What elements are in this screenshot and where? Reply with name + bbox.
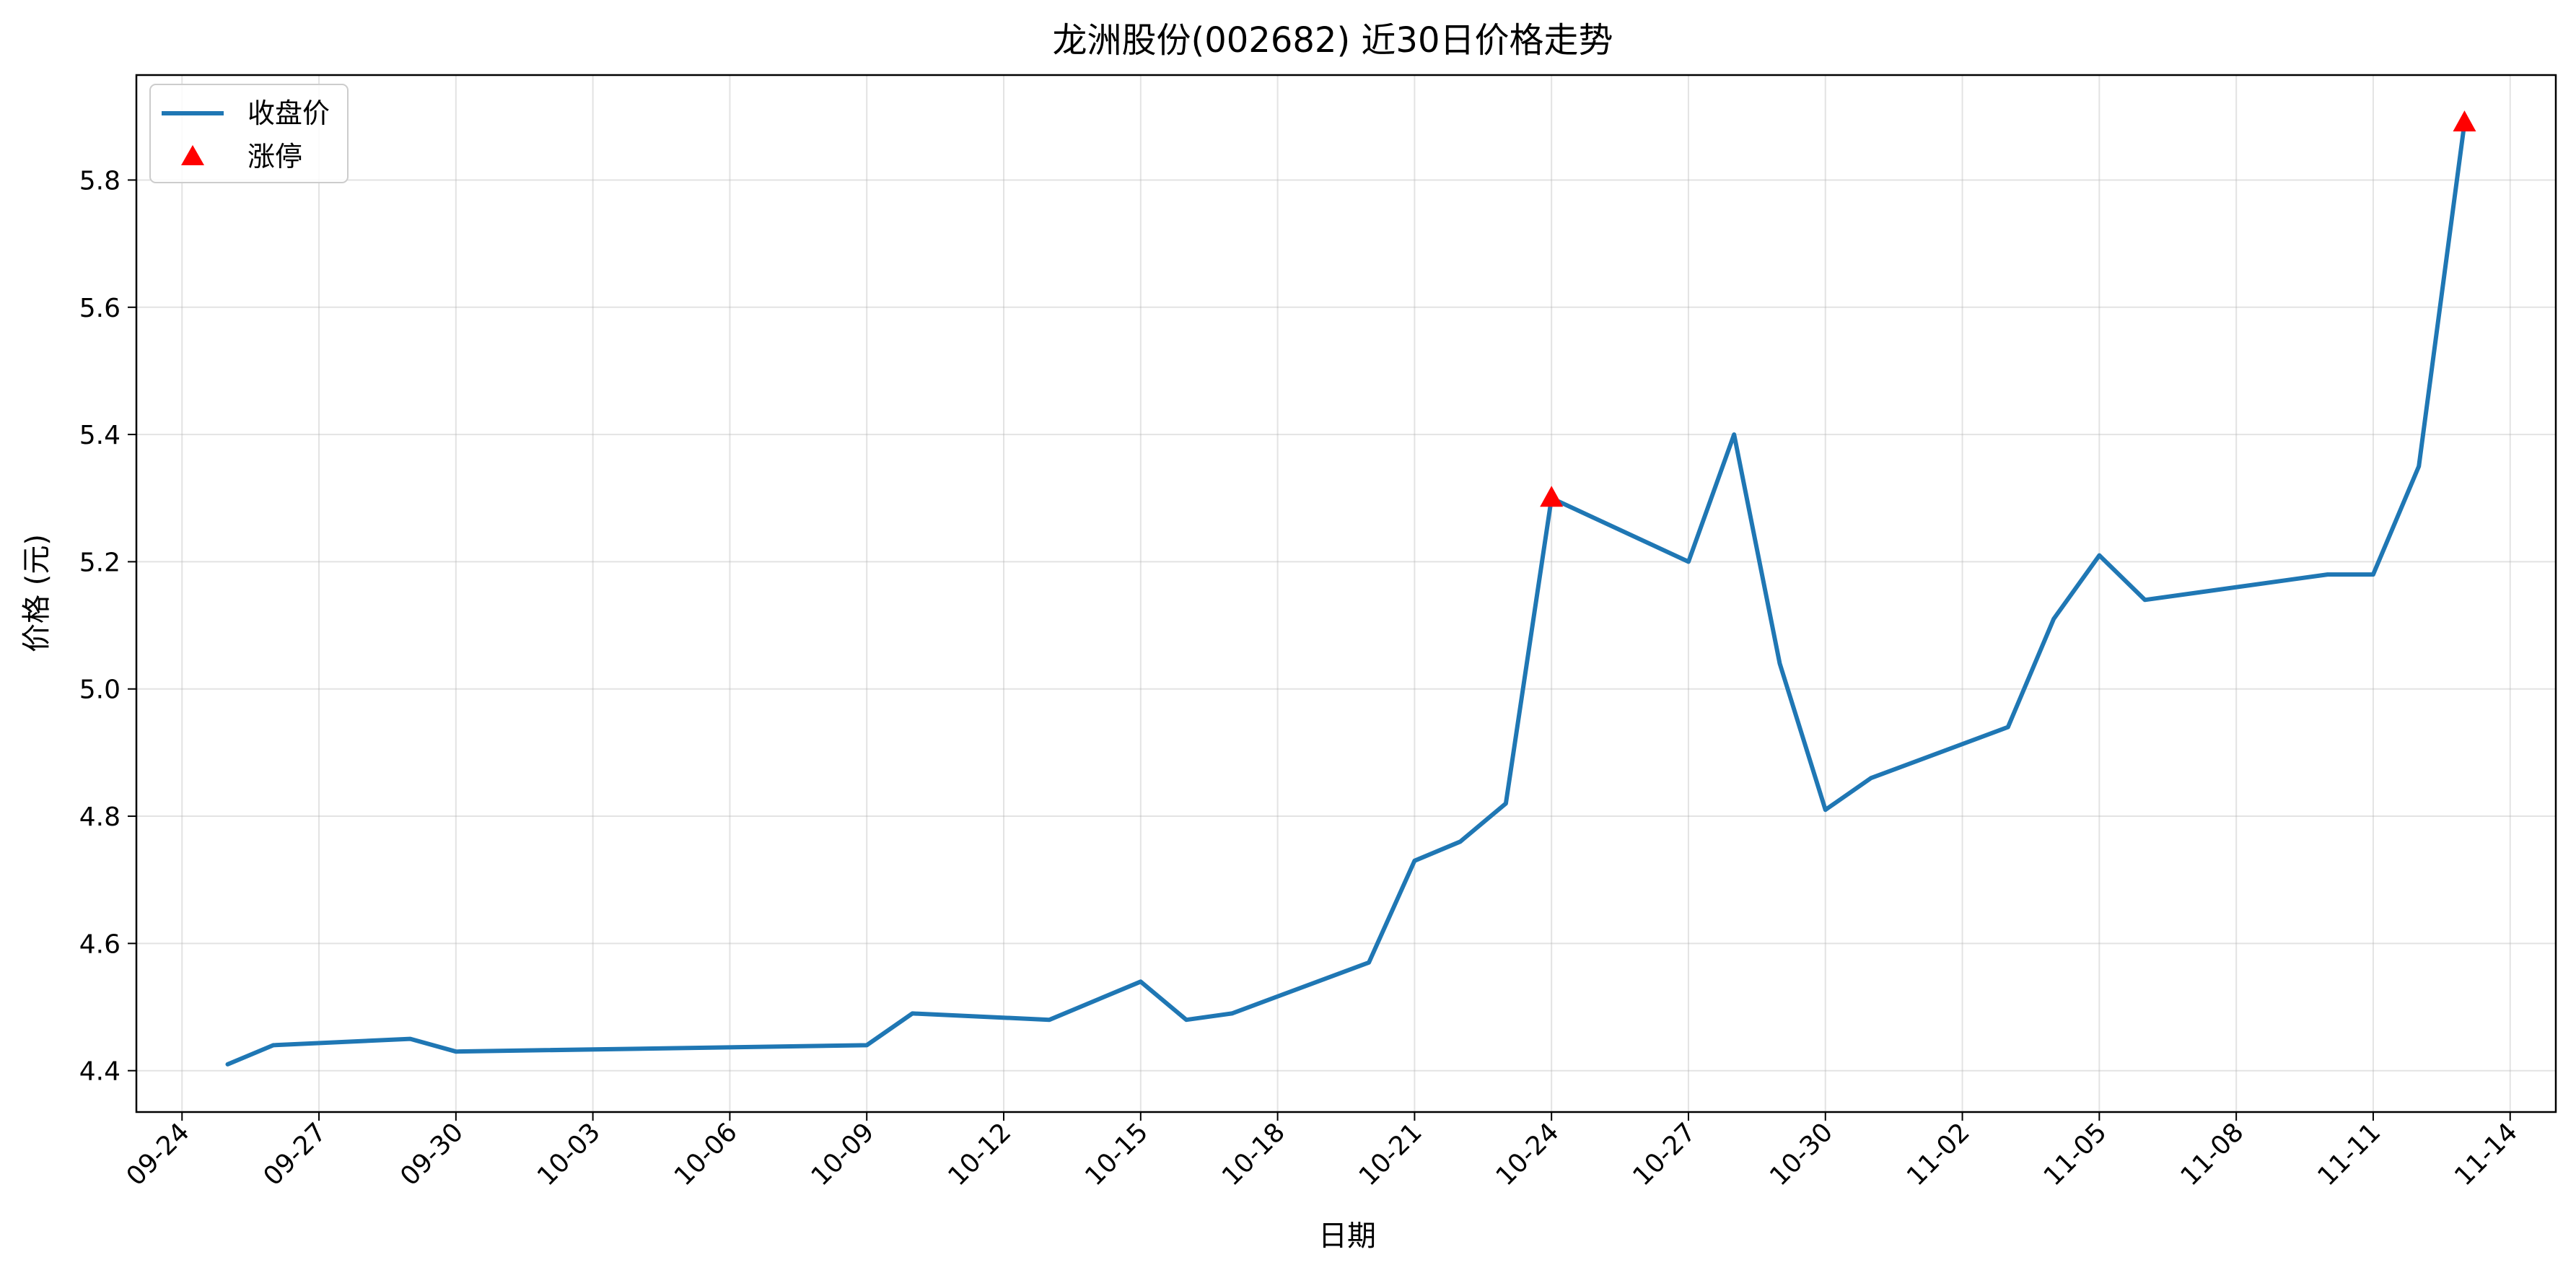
y-tick-label: 4.4: [79, 1057, 121, 1087]
y-tick-label: 5.0: [79, 675, 121, 705]
chart-title: 龙洲股份(002682) 近30日价格走势: [1052, 20, 1613, 61]
plot-frame: [135, 74, 2557, 1113]
x-axis-label: 日期: [1318, 1220, 1376, 1253]
limit-up-markers: [1540, 110, 2476, 507]
y-tick-label: 5.8: [79, 166, 121, 196]
legend: 收盘价 涨停: [149, 84, 349, 183]
y-axis-label: 价格 (元): [20, 534, 53, 652]
y-axis-ticks: 4.4 4.6 4.8 5.0 5.2 5.4 5.6 5.8: [79, 166, 136, 1087]
y-tick-label: 5.4: [79, 421, 121, 450]
grid-lines: [136, 75, 2556, 1112]
series-layer: [225, 121, 2467, 1067]
y-tick-label: 5.6: [79, 294, 121, 323]
y-tick-label: 5.2: [79, 548, 121, 577]
legend-swatch-limit-up: [181, 145, 204, 165]
y-tick-label: 4.8: [79, 802, 121, 832]
close-price-line: [225, 121, 2467, 1067]
legend-label-limit-up: 涨停: [247, 141, 302, 172]
y-tick-label: 4.6: [79, 929, 121, 959]
legend-label-close-price: 收盘价: [247, 97, 330, 129]
limit-up-marker: [2453, 110, 2476, 132]
limit-up-marker: [1540, 486, 1564, 507]
